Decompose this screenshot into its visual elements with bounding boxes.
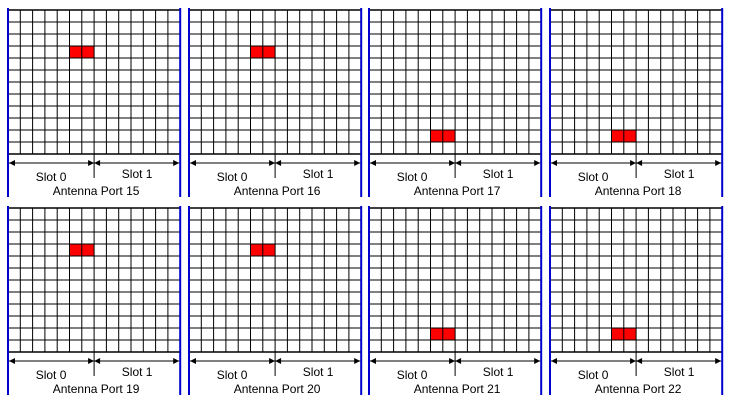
slot-1-label: Slot 1 [303,167,334,181]
grid-lines [550,207,723,353]
resource-grid-panel: Slot 0 Slot 1 Antenna Port 15 [7,8,182,198]
antenna-port-label: Antenna Port 16 [234,184,321,198]
antenna-port-label: Antenna Port 20 [234,382,321,396]
slot-0-label: Slot 0 [578,170,609,184]
slot-0-label: Slot 0 [397,170,428,184]
antenna-port-label: Antenna Port 15 [53,184,140,198]
arrowhead [190,358,196,364]
slot-0-label: Slot 0 [217,170,248,184]
arrowhead [94,358,101,364]
slot-1-label: Slot 1 [122,365,153,379]
slot-0-label: Slot 0 [217,368,248,382]
arrowhead [354,358,361,364]
reference-signal-re [81,46,95,58]
arrowhead [455,358,462,364]
arrowhead [275,160,282,166]
arrowhead [94,160,101,166]
resource-grid-panel: Slot 0 Slot 1 Antenna Port 17 [368,8,543,198]
slot-0-label: Slot 0 [578,368,609,382]
reference-signal-re [442,130,456,142]
arrowhead [354,160,361,166]
antenna-port-label: Antenna Port 19 [53,382,140,396]
reference-signal-re [442,328,456,340]
grid-lines [369,9,542,155]
grid-lines [369,207,542,353]
grid-lines [189,9,362,155]
arrowhead [173,358,180,364]
reference-signal-re [262,46,276,58]
reference-signal-re [262,244,276,256]
arrowhead [551,160,557,166]
reference-signal-re [69,244,82,256]
grid-lines [8,207,181,353]
arrowhead [534,160,541,166]
arrowhead [630,358,637,364]
arrowhead [370,160,376,166]
grid-lines [550,9,723,155]
reference-signal-re [250,46,263,58]
reference-signal-re [69,46,82,58]
reference-signal-re [430,328,443,340]
slot-0-label: Slot 0 [397,368,428,382]
reference-signal-re [81,244,95,256]
slot-0-label: Slot 0 [36,170,67,184]
slot-1-label: Slot 1 [483,167,514,181]
slot-1-label: Slot 1 [483,365,514,379]
reference-signal-re [430,130,443,142]
arrowhead [88,358,95,364]
arrowhead [455,160,462,166]
slot-1-label: Slot 1 [664,365,695,379]
antenna-port-label: Antenna Port 18 [595,184,682,198]
reference-signal-re [623,130,637,142]
resource-grid-panel: Slot 0 Slot 1 Antenna Port 21 [368,206,543,396]
arrowhead [449,160,456,166]
arrowhead [88,160,95,166]
resource-grid-panel: Slot 0 Slot 1 Antenna Port 22 [549,206,724,396]
resource-grid-panel: Slot 0 Slot 1 Antenna Port 16 [188,8,363,198]
reference-signal-re [623,328,637,340]
slot-0-label: Slot 0 [36,368,67,382]
resource-grid-panel: Slot 0 Slot 1 Antenna Port 20 [188,206,363,396]
arrowhead [715,358,722,364]
antenna-port-label: Antenna Port 17 [414,184,501,198]
arrowhead [269,358,276,364]
arrowhead [370,358,376,364]
grid-lines [189,207,362,353]
arrowhead [275,358,282,364]
slot-1-label: Slot 1 [303,365,334,379]
resource-grid-panel: Slot 0 Slot 1 Antenna Port 18 [549,8,724,198]
grid-lines [8,9,181,155]
antenna-port-label: Antenna Port 22 [595,382,682,396]
resource-grid-panel: Slot 0 Slot 1 Antenna Port 19 [7,206,182,396]
arrowhead [630,160,637,166]
arrowhead [269,160,276,166]
arrowhead [190,160,196,166]
arrowhead [9,160,15,166]
reference-signal-re [611,130,624,142]
arrowhead [551,358,557,364]
arrowhead [9,358,15,364]
slot-1-label: Slot 1 [122,167,153,181]
reference-signal-re [611,328,624,340]
reference-signal-re [250,244,263,256]
arrowhead [534,358,541,364]
slot-1-label: Slot 1 [664,167,695,181]
arrowhead [173,160,180,166]
arrowhead [636,160,643,166]
antenna-port-label: Antenna Port 21 [414,382,501,396]
arrowhead [715,160,722,166]
arrowhead [449,358,456,364]
arrowhead [636,358,643,364]
